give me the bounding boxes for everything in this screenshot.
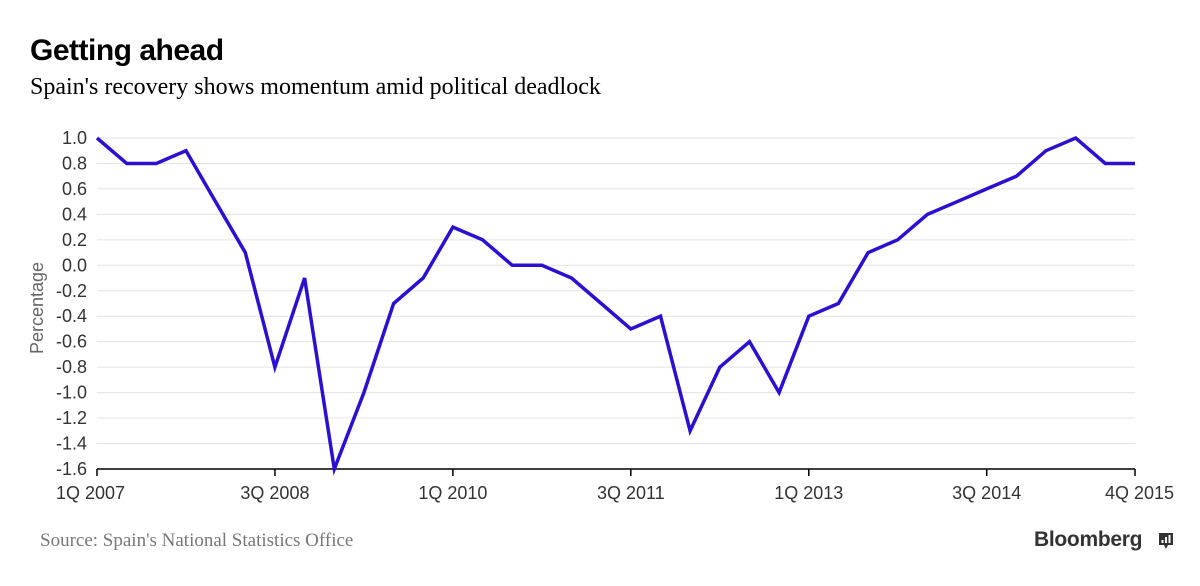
x-tick-label: 3Q 2008 — [240, 483, 309, 503]
data-point — [895, 237, 900, 242]
data-point — [332, 467, 337, 472]
x-tick-label: 1Q 2013 — [774, 483, 843, 503]
x-tick-label: 1Q 2007 — [56, 483, 125, 503]
data-point — [1044, 148, 1049, 153]
data-point — [421, 276, 426, 281]
x-tick-label: 3Q 2014 — [952, 483, 1021, 503]
y-tick-labels: 1.0 0.8 0.6 0.4 0.2 0.0 -0.2 -0.4 -0.6 -0.8 -1.0 -1… — [56, 128, 87, 479]
y-tick-label: -1.6 — [56, 459, 87, 479]
y-tick-label: -1.4 — [56, 434, 87, 454]
data-point — [391, 301, 396, 306]
y-tick-label: -1.0 — [56, 383, 87, 403]
data-point — [124, 161, 129, 166]
y-tick-label: -0.4 — [56, 306, 87, 326]
data-point — [658, 314, 663, 319]
y-tick-label: -0.8 — [56, 357, 87, 377]
x-tick-label: 3Q 2011 — [597, 483, 665, 503]
source-note: Source: Spain's National Statistics Offi… — [40, 530, 354, 551]
data-point — [510, 263, 515, 268]
data-point — [777, 390, 782, 395]
data-point — [95, 136, 100, 141]
y-tick-label: -0.2 — [56, 281, 87, 301]
data-point — [450, 225, 455, 230]
data-point — [836, 301, 841, 306]
data-points — [95, 136, 1138, 472]
data-point — [955, 199, 960, 204]
data-point — [569, 276, 574, 281]
chart-title: Getting ahead — [30, 34, 224, 67]
bloomberg-logo: Bloomberg — [1034, 528, 1143, 551]
y-tick-label: 0.6 — [62, 179, 87, 199]
data-point — [480, 237, 485, 242]
data-point — [539, 263, 544, 268]
y-tick-label: 0.2 — [62, 230, 87, 250]
y-tick-label: -0.6 — [56, 332, 87, 352]
y-tick-label: 0.0 — [62, 255, 87, 275]
data-point — [183, 148, 188, 153]
data-point — [1133, 161, 1138, 166]
data-point — [806, 314, 811, 319]
data-point — [302, 276, 307, 281]
chart-subtitle: Spain's recovery shows momentum amid pol… — [30, 74, 601, 100]
y-axis-label: Percentage — [27, 262, 47, 354]
gridlines — [97, 137, 1135, 470]
x-axis: 1Q 2007 3Q 2008 1Q 2010 3Q 2011 1Q 2013 3Q 20… — [56, 468, 1174, 503]
data-point — [599, 301, 604, 306]
data-point — [925, 212, 930, 217]
data-point — [1103, 161, 1108, 166]
data-point — [1073, 136, 1078, 141]
data-point — [866, 250, 871, 255]
data-point — [717, 365, 722, 370]
y-tick-label: 0.8 — [62, 153, 87, 173]
data-point — [154, 161, 159, 166]
data-point — [747, 339, 752, 344]
data-point — [628, 326, 633, 331]
data-point — [361, 390, 366, 395]
data-point — [688, 428, 693, 433]
bloomberg-terminal-icon — [1159, 533, 1173, 549]
y-tick-label: 0.4 — [62, 204, 87, 224]
data-point — [1014, 174, 1019, 179]
data-point — [213, 199, 218, 204]
series-line — [95, 135, 1135, 476]
y-tick-label: -1.2 — [56, 408, 87, 428]
data-point — [272, 365, 277, 370]
y-tick-label: 1.0 — [62, 128, 87, 148]
x-tick-label: 4Q 2015 — [1105, 483, 1174, 503]
data-point — [984, 186, 989, 191]
x-tick-label: 1Q 2010 — [418, 483, 487, 503]
data-point — [243, 250, 248, 255]
